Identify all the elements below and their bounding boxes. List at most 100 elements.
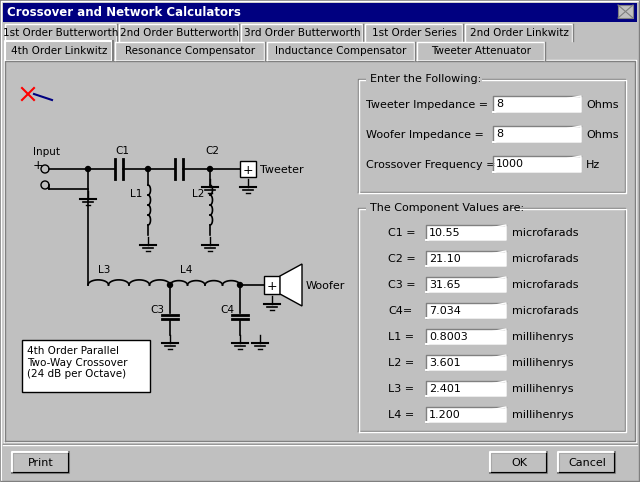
Text: OK: OK [511,458,527,469]
Text: +: + [267,280,278,293]
Bar [426,277,506,292]
Text: microfarads: microfarads [512,306,579,316]
Text: millihenrys: millihenrys [512,358,573,368]
Bar [5,23,117,41]
Text: 2nd Order Linkwitz: 2nd Order Linkwitz [470,28,568,38]
Text: L2 =: L2 = [388,358,414,368]
Bar [558,452,616,474]
Text: microfarads: microfarads [512,280,579,290]
Text: 3rd Order Butterworth: 3rd Order Butterworth [244,28,360,38]
Bar [240,161,256,177]
Text: Crossover and Network Calculators: Crossover and Network Calculators [7,5,241,18]
Bar [4,60,636,442]
Text: Tweeter Attenuator: Tweeter Attenuator [431,46,531,56]
Bar [115,41,265,60]
Text: millihenrys: millihenrys [512,410,573,420]
Circle shape [237,282,243,287]
Text: C1 =: C1 = [388,228,415,238]
Bar [365,23,463,41]
Bar [493,96,581,112]
Text: 8: 8 [496,129,503,139]
Bar [119,23,239,41]
Text: 7.034: 7.034 [429,306,461,316]
Text: C3: C3 [150,305,164,315]
Text: +: + [33,159,44,172]
Text: L1 =: L1 = [388,332,414,342]
Bar [426,355,506,370]
Text: 4th Order Linkwitz: 4th Order Linkwitz [11,46,107,56]
Circle shape [207,166,212,172]
Text: L4: L4 [180,265,193,275]
Bar [358,207,626,432]
Bar [366,74,482,83]
Text: 10.55: 10.55 [429,228,461,238]
Text: +: + [243,163,253,176]
Text: Ohms: Ohms [586,130,618,140]
Bar [493,156,581,172]
Text: L1: L1 [130,189,142,199]
Circle shape [168,282,173,287]
Text: 1st Order Butterworth: 1st Order Butterworth [3,28,118,38]
Text: 2nd Order Butterworth: 2nd Order Butterworth [120,28,239,38]
Text: C4=: C4= [388,306,412,316]
Bar [426,225,506,240]
Text: 3.601: 3.601 [429,358,461,367]
Bar [426,381,506,396]
Bar [5,40,113,60]
Text: 2.401: 2.401 [429,384,461,393]
Text: C2 =: C2 = [388,254,416,264]
Bar [241,23,363,41]
Text: Inductance Compensator: Inductance Compensator [275,46,406,56]
Text: 1.200: 1.200 [429,410,461,419]
Bar [426,303,506,318]
Bar [426,329,506,344]
Bar [2,444,638,480]
Text: Print: Print [28,458,54,469]
Text: millihenrys: millihenrys [512,384,573,394]
Text: L3 =: L3 = [388,384,414,394]
Bar [417,41,545,60]
Text: L4 =: L4 = [388,410,414,420]
Bar [465,23,573,41]
Text: microfarads: microfarads [512,228,579,238]
Text: Tweeter: Tweeter [260,165,303,175]
Bar [264,276,280,294]
Polygon shape [280,264,302,306]
Bar [366,203,509,212]
Text: Ohms: Ohms [586,100,618,110]
Text: microfarads: microfarads [512,254,579,264]
Bar [426,251,506,266]
Circle shape [86,166,90,172]
Text: The Component Values are:: The Component Values are: [370,203,524,213]
Text: Enter the Following:: Enter the Following: [370,74,481,84]
Text: 4th Order Parallel
Two-Way Crossover
(24 dB per Octave): 4th Order Parallel Two-Way Crossover (24… [27,346,127,379]
Text: Resonance Compensator: Resonance Compensator [125,46,255,56]
Bar [426,407,506,422]
Text: Woofer Impedance =: Woofer Impedance = [366,130,484,140]
Text: C3 =: C3 = [388,280,415,290]
Text: C1: C1 [115,146,129,156]
Bar [267,41,415,60]
Bar [493,126,581,142]
Text: 0.8003: 0.8003 [429,332,468,342]
Text: millihenrys: millihenrys [512,332,573,342]
Text: 1st Order Series: 1st Order Series [372,28,456,38]
Bar [618,5,633,18]
Text: L2: L2 [192,189,204,199]
Circle shape [145,166,150,172]
Text: Hz: Hz [586,160,600,170]
Text: 21.10: 21.10 [429,254,461,264]
Text: Tweeter Impedance =: Tweeter Impedance = [366,100,488,110]
Text: 1000: 1000 [496,159,524,169]
Bar [358,78,626,193]
Text: L3: L3 [98,265,110,275]
Text: 8: 8 [496,99,503,109]
Bar [12,452,70,474]
Text: C2: C2 [205,146,219,156]
Bar [490,452,548,474]
Text: Woofer: Woofer [306,281,346,291]
Bar [3,3,637,22]
Text: Cancel: Cancel [568,458,606,469]
Text: C4: C4 [220,305,234,315]
Text: Crossover Frequency =: Crossover Frequency = [366,160,495,170]
